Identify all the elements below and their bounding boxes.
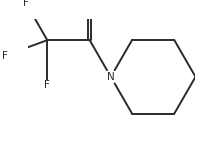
Text: N: N xyxy=(107,72,115,82)
Text: F: F xyxy=(44,80,50,90)
Text: F: F xyxy=(23,0,29,8)
Text: F: F xyxy=(2,51,8,61)
